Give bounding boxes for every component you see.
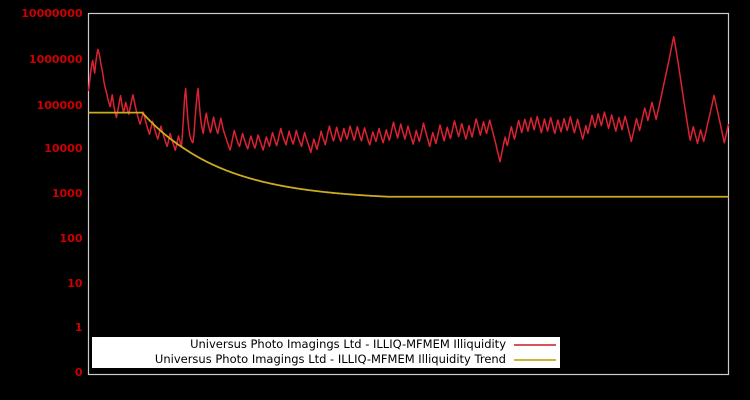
series-group [87,36,730,198]
legend-label: Universus Photo Imagings Ltd - ILLIQ-MFM… [190,337,506,351]
legend-label: Universus Photo Imagings Ltd - ILLIQ-MFM… [154,352,506,366]
y-axis-tick-label: 10000000 [21,7,83,20]
y-axis-tick-label: 100 [59,232,83,245]
illiquidity-trend-line [88,111,729,198]
y-axis-tick-label: 10 [67,277,83,290]
y-axis-tick-label: 100000 [36,99,83,112]
legend-entry[interactable]: Universus Photo Imagings Ltd - ILLIQ-MFM… [92,337,560,352]
legend-color-swatch [514,343,556,346]
y-axis-tick-label: 10000 [44,142,83,155]
y-axis-tick-label: 1 [74,321,83,334]
legend-entry[interactable]: Universus Photo Imagings Ltd - ILLIQ-MFM… [92,352,560,367]
y-axis-tick-label: 1000000 [28,53,83,66]
y-axis-tick-label: 0 [74,366,83,379]
plot-frame [87,12,730,376]
y-axis-tick-label: 1000 [51,187,83,200]
illiquidity-line [87,36,730,163]
legend-color-swatch [514,358,556,361]
chart-legend: Universus Photo Imagings Ltd - ILLIQ-MFM… [92,337,560,368]
